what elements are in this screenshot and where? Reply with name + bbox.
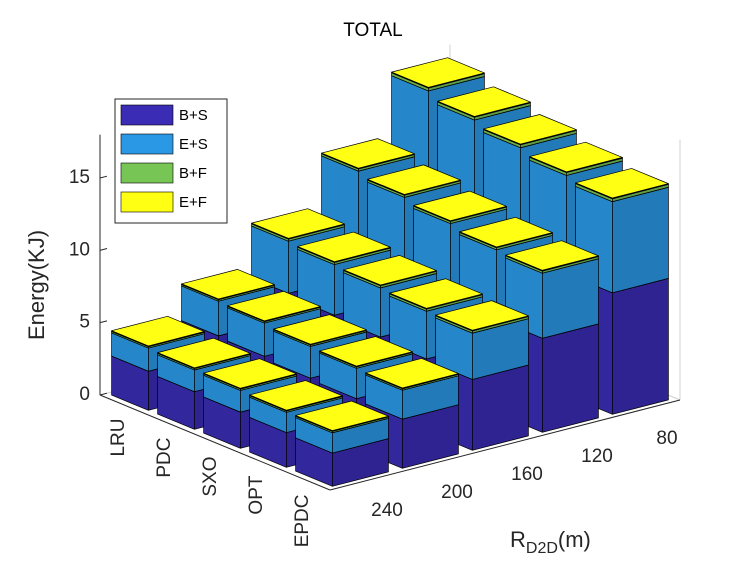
- bar-face-top: [435, 300, 529, 331]
- bar-face-top: [483, 114, 577, 145]
- x-tick-label: PDC: [154, 438, 175, 478]
- z-tick-label: 15: [69, 167, 90, 188]
- bar-face-top: [505, 240, 599, 271]
- bar-segment: [391, 57, 485, 89]
- bar-face-top: [319, 336, 413, 367]
- x-tick-label: EPDC: [292, 495, 313, 548]
- legend: B+S E+S B+F E+F: [114, 98, 228, 224]
- bar-segment: [157, 337, 251, 369]
- legend-swatch: [120, 191, 174, 213]
- y-axis-label-suffix: (m): [558, 527, 591, 552]
- z-tick-label: 0: [79, 384, 90, 405]
- legend-swatch: [120, 104, 174, 126]
- bar-segment: [459, 216, 553, 249]
- bar-face-front: [472, 364, 529, 451]
- legend-label: B+F: [179, 165, 207, 182]
- bar-face-top: [321, 138, 415, 169]
- legend-swatch: [120, 133, 174, 155]
- bar-face-top: [227, 290, 321, 322]
- x-tick-label: SXO: [200, 457, 221, 497]
- floor-edge: [99, 394, 331, 491]
- y-tick-label: 160: [511, 464, 543, 485]
- bar-face-top: [273, 314, 367, 345]
- bar-segment: [529, 141, 623, 173]
- bar-face-top: [343, 255, 437, 286]
- bar-segment: [365, 358, 459, 390]
- y-axis-label: RD2D(m): [510, 527, 591, 557]
- bar-face-top: [389, 278, 483, 309]
- x-tick-label: LRU: [108, 419, 129, 457]
- z-axis-label: Energy(KJ): [24, 230, 49, 340]
- bar-segment: [435, 300, 529, 332]
- bar-face-front: [542, 323, 599, 433]
- bar-face-top: [459, 216, 553, 248]
- bar-segment: [413, 190, 507, 222]
- bar-face-top: [181, 269, 275, 300]
- bar-segment: [367, 164, 461, 196]
- bar-segment: [181, 269, 275, 301]
- bar-face-top: [249, 380, 343, 411]
- z-tick: [99, 175, 108, 179]
- bar-face-top: [157, 337, 251, 369]
- chart-title: TOTAL: [343, 20, 402, 41]
- bar-face-top: [437, 86, 531, 117]
- bar-face-top: [295, 400, 389, 431]
- bar-segment: [505, 240, 599, 272]
- bar-segment: [321, 138, 415, 170]
- bar-face-top: [575, 168, 669, 199]
- bar-face-top: [297, 231, 391, 263]
- bar-segment: [319, 336, 413, 368]
- bar-segment: [227, 290, 321, 322]
- y-tick-label: 120: [581, 446, 613, 467]
- bar-segment: [343, 255, 437, 287]
- bar-segment: [389, 278, 483, 310]
- legend-label: B+S: [179, 107, 208, 124]
- bar-segment: [483, 114, 577, 146]
- y-axis-label-subscript: D2D: [526, 540, 558, 557]
- y-tick-label: 80: [656, 428, 677, 449]
- bar-face-top: [367, 164, 461, 195]
- bar-segment: [251, 208, 345, 240]
- z-tick: [99, 320, 108, 324]
- z-tick-label: 10: [69, 239, 90, 260]
- bar-face-top: [391, 57, 485, 88]
- bar-segment: [295, 400, 389, 432]
- bar-face-top: [251, 208, 345, 239]
- bar-face-top: [111, 315, 205, 347]
- bar-segment: [575, 168, 669, 200]
- bar-segment: [111, 315, 205, 347]
- z-tick: [99, 248, 108, 251]
- y-tick-label: 240: [371, 500, 403, 521]
- y-tick-label: 200: [441, 482, 473, 503]
- legend-swatch: [120, 162, 174, 184]
- y-axis-label-base: R: [510, 527, 526, 552]
- legend-label: E+S: [179, 136, 208, 153]
- bar-face-top: [365, 358, 459, 389]
- bar-segment: [203, 358, 297, 390]
- bar-segment: [437, 86, 531, 118]
- bar-face-top: [203, 358, 297, 389]
- bar-segment: [273, 314, 367, 346]
- legend-label: E+F: [179, 194, 207, 211]
- bar-segment: [249, 380, 343, 412]
- bar-face-front: [612, 186, 669, 294]
- bar-face-top: [529, 141, 623, 173]
- z-tick-label: 5: [79, 312, 90, 333]
- bar-segment: [297, 231, 391, 263]
- bar-face-front: [612, 278, 669, 415]
- z-tick: [99, 392, 108, 396]
- floor-edge: [329, 399, 681, 491]
- bar-face-top: [413, 190, 507, 222]
- x-tick-label: OPT: [246, 475, 267, 514]
